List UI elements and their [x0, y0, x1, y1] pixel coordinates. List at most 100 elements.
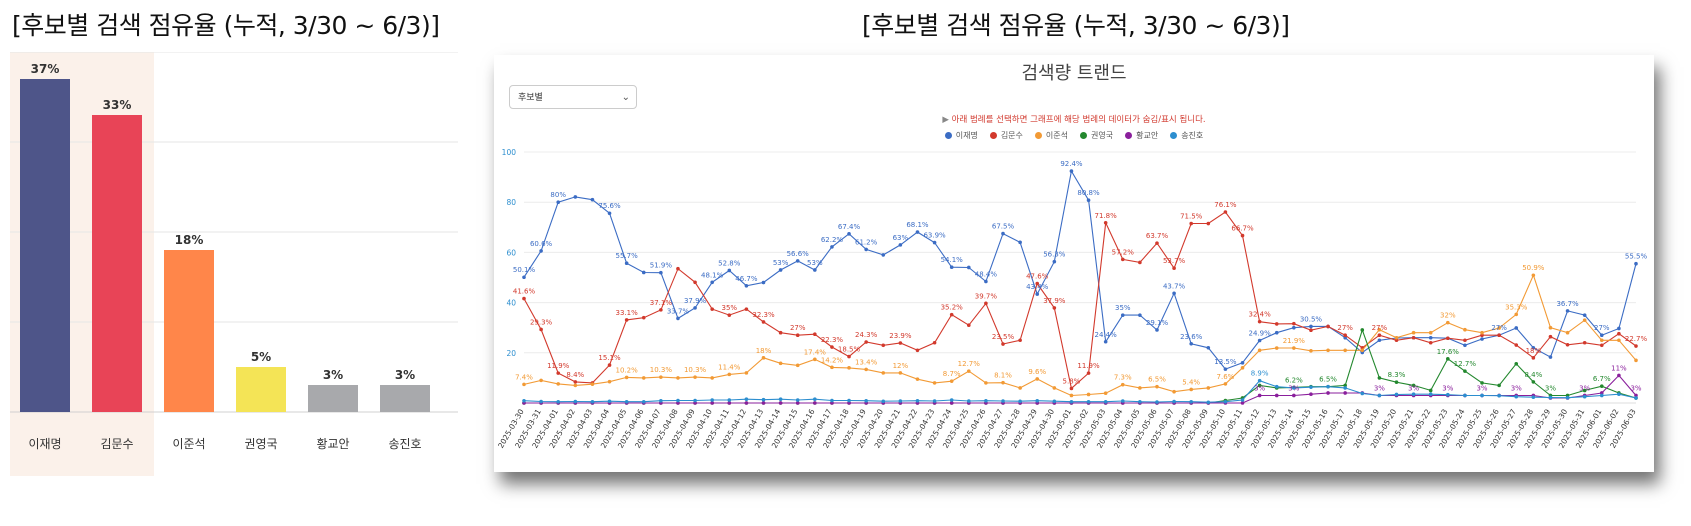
- data-label: 48.4%: [975, 271, 998, 279]
- legend-item[interactable]: 김문수: [989, 130, 1023, 141]
- data-point: [1189, 221, 1193, 226]
- data-label: 35%: [1115, 304, 1131, 312]
- data-point: [1411, 383, 1416, 388]
- data-point: [1138, 399, 1142, 404]
- bar-이준석: [164, 250, 214, 412]
- data-point: [590, 382, 595, 386]
- data-point: [607, 399, 612, 404]
- data-point: [1394, 380, 1399, 384]
- data-label: 7.3%: [1114, 374, 1132, 382]
- data-point: [1189, 387, 1193, 392]
- data-point: [1052, 306, 1057, 310]
- data-point: [1172, 399, 1176, 404]
- data-point: [1634, 358, 1638, 363]
- data-point: [1155, 328, 1159, 332]
- data-point: [1001, 399, 1005, 403]
- data-label: 47.6%: [1026, 273, 1049, 281]
- legend-item[interactable]: 송진호: [1170, 130, 1203, 141]
- data-point: [967, 265, 971, 270]
- legend-item[interactable]: 이재명: [944, 130, 978, 141]
- data-label: 10.3%: [650, 366, 673, 374]
- data-label: 55.5%: [1625, 253, 1648, 261]
- legend-swatch: [1125, 132, 1133, 139]
- data-point: [847, 366, 851, 370]
- candidate-filter-select[interactable]: 후보별 ⌄: [509, 85, 637, 109]
- data-point: [864, 247, 868, 252]
- data-point: [1103, 220, 1108, 225]
- category-label: 김문수: [100, 437, 133, 451]
- data-point: [1326, 324, 1330, 329]
- category-label: 송진호: [388, 437, 421, 451]
- data-point: [693, 280, 697, 285]
- data-label: 76.1%: [1214, 201, 1237, 209]
- data-label: 37.9%: [684, 297, 707, 305]
- data-label: 6.5%: [1148, 376, 1166, 384]
- data-point: [676, 266, 680, 271]
- data-point: [590, 399, 595, 404]
- data-point: [1565, 395, 1570, 400]
- legend-item[interactable]: 이준석: [1034, 130, 1068, 141]
- legend-swatch: [1080, 132, 1087, 139]
- data-point: [1617, 392, 1621, 397]
- data-point: [1360, 328, 1365, 332]
- data-label: 43.7%: [1163, 282, 1186, 290]
- data-point: [1548, 355, 1553, 359]
- data-label: 92.4%: [1060, 160, 1083, 168]
- data-point: [1189, 341, 1193, 346]
- data-label: 51.9%: [650, 262, 673, 270]
- data-point: [1446, 320, 1450, 325]
- data-point: [1548, 395, 1553, 400]
- data-point: [556, 371, 561, 375]
- data-point: [1172, 291, 1176, 296]
- data-point: [1001, 342, 1005, 346]
- data-point: [1086, 392, 1091, 397]
- data-label: 8.3%: [1388, 371, 1406, 379]
- data-point: [1394, 335, 1399, 340]
- data-point: [1292, 386, 1296, 390]
- data-label: 66.7%: [1231, 225, 1254, 233]
- data-point: [967, 369, 971, 373]
- data-point: [710, 398, 714, 402]
- legend-label: 권영국: [1091, 131, 1114, 140]
- data-point: [1377, 393, 1382, 398]
- data-point: [1514, 343, 1519, 347]
- data-point: [1138, 313, 1142, 317]
- data-point: [1189, 399, 1193, 404]
- data-label: 29.3%: [530, 318, 553, 326]
- data-point: [1206, 400, 1211, 405]
- legend-item[interactable]: 권영국: [1080, 130, 1113, 141]
- data-point: [1292, 325, 1296, 330]
- data-point: [539, 399, 543, 404]
- data-point: [1001, 380, 1005, 385]
- data-point: [795, 398, 800, 402]
- data-point: [915, 230, 920, 234]
- data-point: [1497, 333, 1501, 338]
- data-point: [1138, 386, 1142, 390]
- bar-황교안: [308, 385, 358, 412]
- data-point: [1634, 261, 1638, 266]
- data-label: 37.1%: [650, 299, 673, 307]
- data-point: [915, 348, 920, 353]
- data-point: [949, 398, 954, 402]
- data-point: [1120, 399, 1125, 403]
- data-label: 53%: [773, 259, 789, 267]
- data-point: [1001, 231, 1005, 236]
- data-point: [1240, 361, 1245, 365]
- data-point: [1035, 292, 1040, 296]
- data-label: 22.7%: [1625, 335, 1648, 343]
- data-label: 33.7%: [667, 307, 690, 315]
- data-point: [1274, 330, 1279, 335]
- data-point: [1103, 391, 1108, 396]
- data-point: [573, 195, 578, 199]
- data-point: [744, 307, 749, 311]
- bar-권영국: [236, 367, 286, 412]
- data-point: [1069, 393, 1074, 398]
- legend-item[interactable]: 황교안: [1125, 130, 1158, 141]
- data-point: [1617, 338, 1621, 343]
- data-point: [984, 381, 988, 385]
- data-label: 52.8%: [718, 259, 741, 267]
- data-point: [795, 259, 800, 263]
- data-point: [693, 398, 697, 403]
- data-label: 3%: [1545, 384, 1556, 392]
- data-point: [539, 378, 543, 383]
